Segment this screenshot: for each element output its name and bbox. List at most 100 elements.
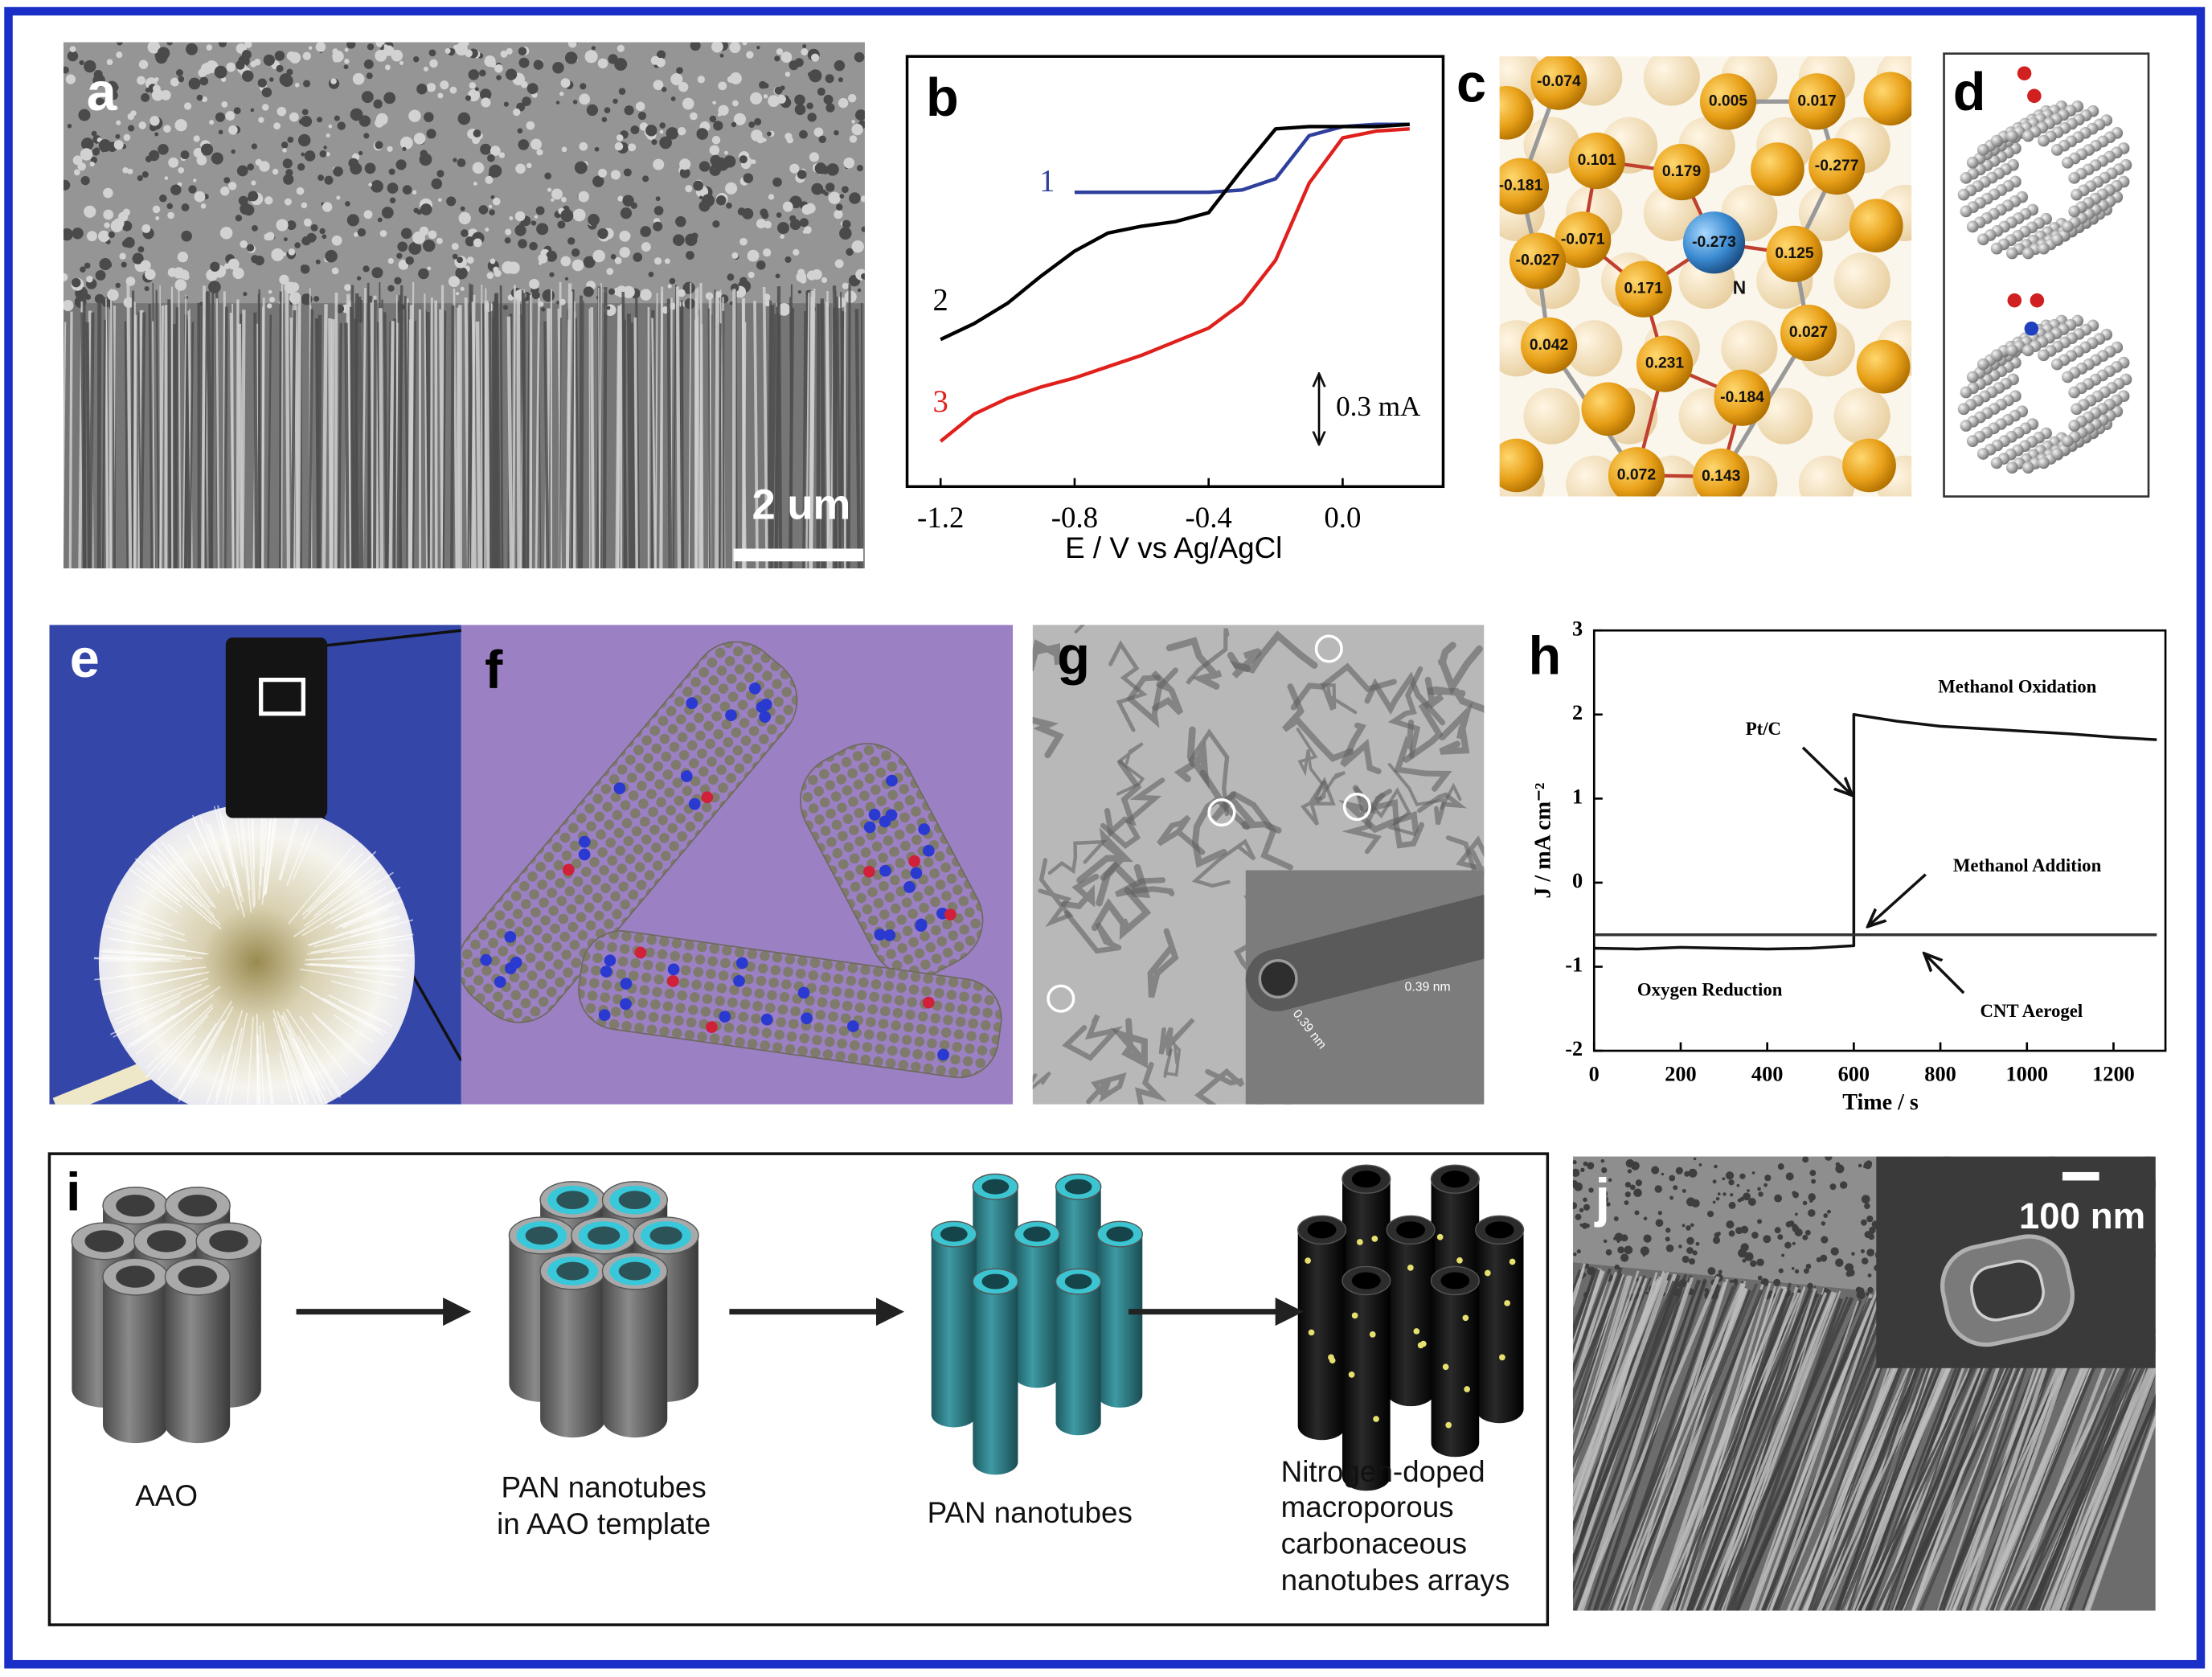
dopant-atom: [578, 835, 591, 848]
pore: [716, 195, 727, 206]
pore: [739, 277, 748, 285]
dandelion-fluff: [93, 957, 171, 961]
pore: [650, 55, 660, 65]
pore: [799, 218, 809, 228]
pore: [547, 187, 552, 192]
pore: [679, 158, 691, 170]
series-label: 1: [1039, 164, 1055, 198]
pore: [1794, 1212, 1798, 1216]
pore: [1583, 1203, 1591, 1211]
nanotube-column: [1666, 1292, 1795, 1611]
dandelion-fluff: [262, 1021, 272, 1105]
pore: [560, 209, 574, 223]
pore: [453, 44, 458, 50]
dopant-dot: [1456, 1257, 1463, 1264]
pore: [1686, 1225, 1691, 1231]
x-axis-label: Time / s: [1842, 1090, 1919, 1115]
carbon-atom: [2022, 129, 2034, 142]
pore: [712, 100, 716, 105]
pore: [733, 113, 747, 125]
series-label: 3: [933, 385, 948, 419]
pore: [1808, 1193, 1816, 1201]
dandelion-fluff: [264, 809, 276, 894]
atom-charge-label: 0.231: [1645, 355, 1685, 372]
pore: [490, 146, 501, 156]
cylinder-hole: [1440, 1272, 1470, 1290]
pore: [348, 158, 359, 169]
dandelion-fluff: [186, 834, 214, 881]
pore: [413, 133, 426, 145]
carbon-atom: [1976, 144, 1989, 156]
pore: [719, 53, 724, 58]
dandelion-fluff: [347, 959, 405, 962]
pore: [465, 49, 473, 58]
dopant-atom: [801, 1012, 813, 1025]
dopant-atom: [688, 797, 701, 810]
pore: [849, 135, 858, 143]
pore: [1764, 1175, 1772, 1182]
pore: [80, 175, 90, 186]
dandelion-fluff: [342, 908, 390, 929]
dopant-atom: [874, 929, 887, 941]
pore: [375, 141, 383, 150]
pore: [1805, 1263, 1812, 1269]
cylinder-body: [973, 1281, 1018, 1475]
dandelion-fluff: [338, 1000, 393, 1027]
pore: [91, 130, 97, 137]
pore: [361, 91, 374, 104]
pore: [251, 255, 260, 264]
dopant-dot: [1445, 1421, 1452, 1429]
pore: [121, 261, 127, 268]
carbon-atom: [1976, 448, 1989, 460]
pore: [1665, 1236, 1670, 1242]
oxygen-atom: [2017, 66, 2032, 81]
carbon-atom: [2071, 403, 2083, 416]
pore: [399, 60, 404, 65]
pore: [514, 224, 526, 236]
nanotube-column: [1572, 1274, 1693, 1592]
pore: [455, 292, 460, 296]
pore: [323, 146, 327, 150]
pore: [345, 201, 350, 207]
pore: [294, 82, 300, 88]
cylinder-hole: [556, 1261, 589, 1281]
nanotube-strand: [1126, 667, 1178, 728]
pore: [709, 115, 717, 123]
pore: [794, 94, 805, 106]
carbon-atom: [2038, 457, 2050, 469]
atom-charge-label: -0.074: [1537, 73, 1581, 90]
pore: [1624, 1191, 1631, 1198]
pore: [1678, 1244, 1682, 1249]
pore: [180, 150, 190, 159]
pore: [776, 48, 784, 55]
particle-marker: [1314, 634, 1343, 663]
pore: [1826, 1209, 1831, 1214]
dandelion-fluff: [285, 1039, 309, 1104]
pore: [492, 197, 501, 206]
dopant-dot: [1509, 1258, 1516, 1265]
inset-scale-label: 100 nm: [2019, 1195, 2145, 1236]
dopant-atom: [598, 1009, 611, 1022]
nanotube-column: [835, 319, 838, 569]
pore: [72, 277, 81, 288]
dopant-atom: [760, 698, 772, 711]
pore: [95, 269, 106, 281]
pore: [92, 74, 105, 87]
dandelion-fluff: [286, 830, 309, 886]
pore: [174, 279, 187, 291]
pore: [272, 168, 279, 175]
pore: [284, 198, 292, 206]
pore: [526, 121, 535, 130]
pore: [181, 203, 190, 211]
pore: [218, 129, 223, 135]
nanotube-column: [2061, 1365, 2156, 1611]
pore: [404, 187, 411, 194]
nanotube-column: [1572, 1278, 1661, 1496]
pore: [301, 109, 309, 116]
dandelion-fluff: [350, 916, 401, 934]
x-tick-label: -1.2: [917, 501, 964, 534]
pore: [711, 135, 721, 145]
pore: [140, 260, 151, 271]
pore: [797, 289, 802, 294]
nanotube-column: [1572, 1270, 1665, 1503]
